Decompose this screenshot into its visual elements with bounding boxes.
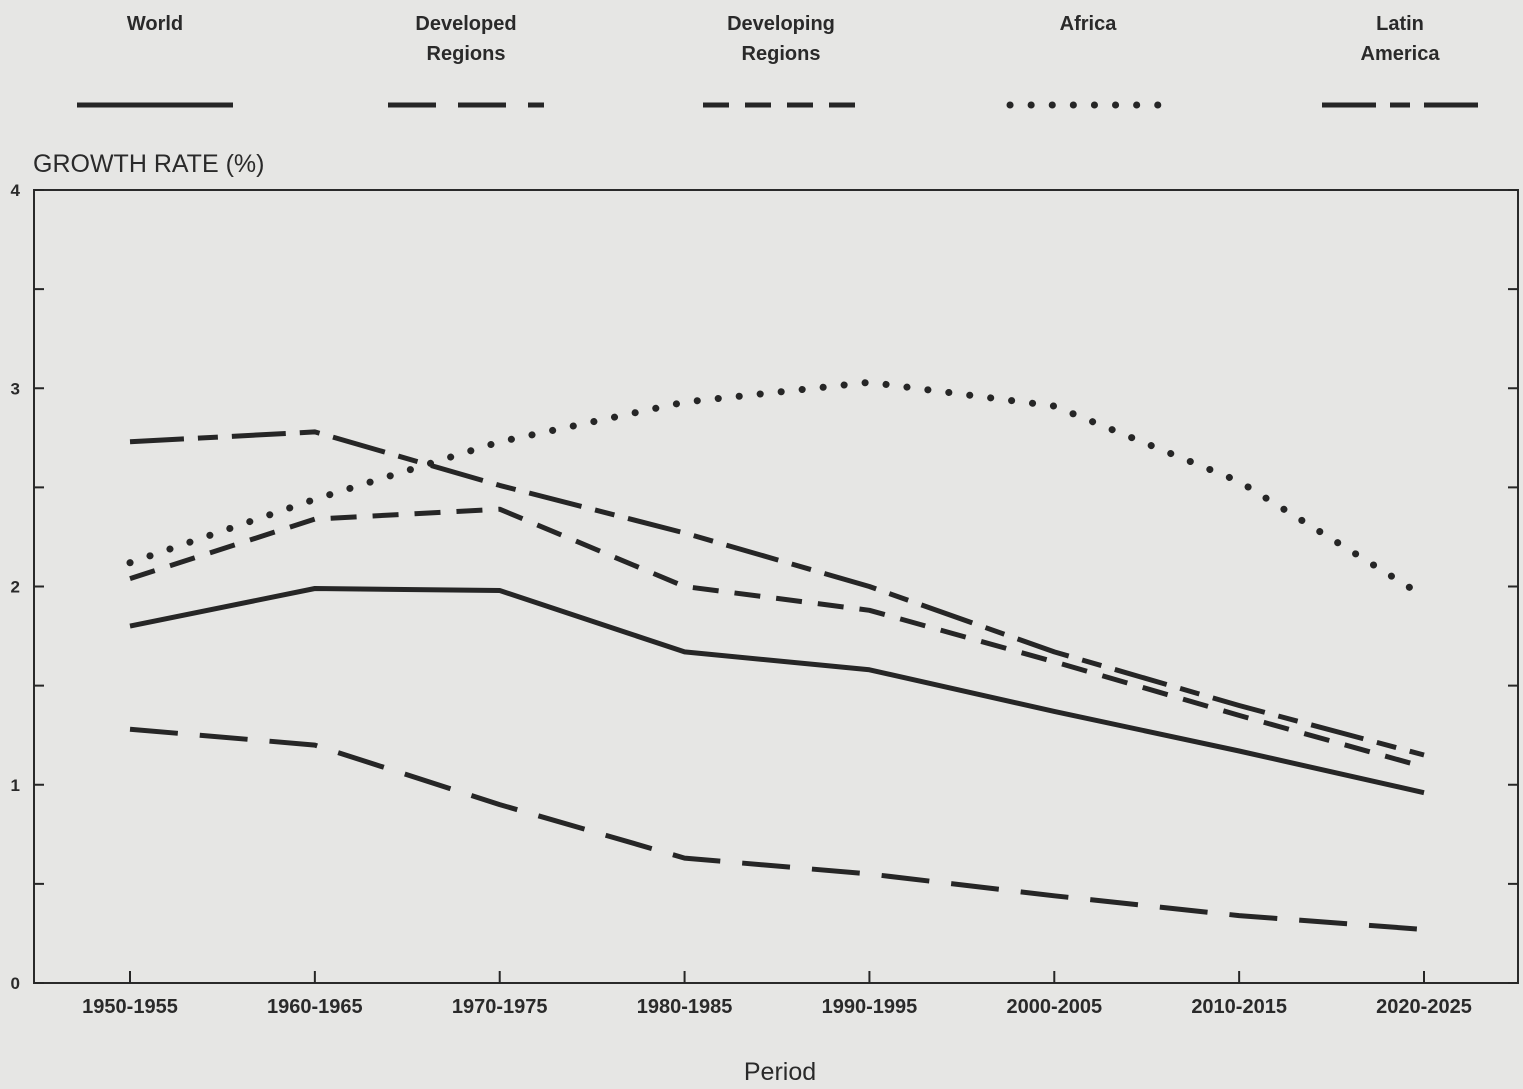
series-line-developing-regions xyxy=(129,506,1425,770)
x-tick-label: 1970-1975 xyxy=(452,996,548,1018)
x-tick-label: 2000-2005 xyxy=(1006,996,1102,1018)
legend-label: Developed xyxy=(415,13,516,35)
y-tick-label: 4 xyxy=(11,181,21,200)
series-line-world xyxy=(129,586,1425,796)
x-axis-title: Period xyxy=(744,1058,816,1086)
x-tick-label: 1980-1985 xyxy=(637,996,733,1018)
y-tick-label: 3 xyxy=(11,379,20,398)
x-tick-label: 1990-1995 xyxy=(822,996,918,1018)
series-line-africa xyxy=(126,378,1428,600)
y-tick-label: 0 xyxy=(11,974,20,993)
y-axis-title: GROWTH RATE (%) xyxy=(33,150,264,178)
y-axis: 0 1 2 3 4 xyxy=(11,181,1518,993)
legend-label: Africa xyxy=(1060,13,1118,35)
x-tick-label: 2010-2015 xyxy=(1191,996,1287,1018)
x-tick-label: 2020-2025 xyxy=(1376,996,1472,1018)
x-axis: 1950-1955 1960-1965 1970-1975 1980-1985 1990… xyxy=(82,971,1472,1018)
legend: World Developed Regions Developing Regions Af… xyxy=(77,13,1478,109)
legend-label: Regions xyxy=(742,43,821,65)
series-line-latin-america xyxy=(129,429,1425,758)
x-tick-label: 1950-1955 xyxy=(82,996,178,1018)
y-tick-label: 2 xyxy=(11,578,20,597)
series-line-developed-regions xyxy=(129,726,1425,932)
x-tick-label: 1960-1965 xyxy=(267,996,363,1018)
legend-label: World xyxy=(127,13,183,35)
legend-label: Latin xyxy=(1376,13,1424,35)
y-tick-label: 1 xyxy=(11,776,20,795)
legend-label: Regions xyxy=(427,43,506,65)
legend-label: America xyxy=(1361,43,1441,65)
legend-label: Developing xyxy=(727,13,835,35)
series-lines xyxy=(126,378,1428,932)
